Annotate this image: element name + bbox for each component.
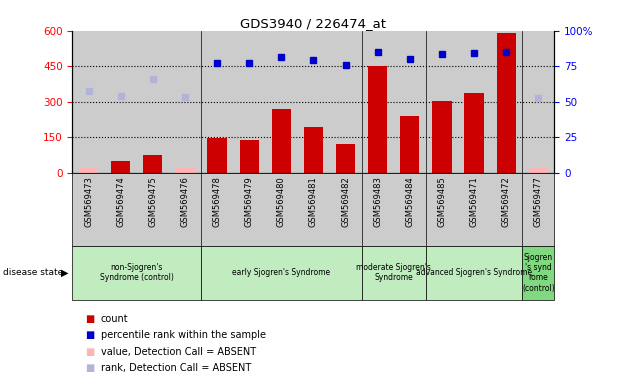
Text: GSM569480: GSM569480 xyxy=(277,177,286,227)
Text: value, Detection Call = ABSENT: value, Detection Call = ABSENT xyxy=(101,347,256,357)
Bar xyxy=(79,168,98,173)
FancyBboxPatch shape xyxy=(522,246,554,300)
Text: ■: ■ xyxy=(85,314,94,324)
Bar xyxy=(336,144,355,173)
Title: GDS3940 / 226474_at: GDS3940 / 226474_at xyxy=(241,17,386,30)
Text: GSM569479: GSM569479 xyxy=(244,177,254,227)
Text: advanced Sjogren's Syndrome: advanced Sjogren's Syndrome xyxy=(416,268,532,277)
Bar xyxy=(529,168,548,173)
Bar xyxy=(143,155,163,173)
Text: GSM569471: GSM569471 xyxy=(469,177,479,227)
Text: GSM569481: GSM569481 xyxy=(309,177,318,227)
Text: GSM569473: GSM569473 xyxy=(84,177,93,227)
Text: disease state: disease state xyxy=(3,268,64,277)
Text: early Sjogren's Syndrome: early Sjogren's Syndrome xyxy=(232,268,330,277)
Bar xyxy=(496,33,516,173)
Text: ▶: ▶ xyxy=(60,268,68,278)
Text: GSM569485: GSM569485 xyxy=(437,177,447,227)
Bar xyxy=(464,93,484,173)
Text: GSM569478: GSM569478 xyxy=(212,177,222,227)
FancyBboxPatch shape xyxy=(72,246,201,300)
Bar xyxy=(304,127,323,173)
FancyBboxPatch shape xyxy=(201,246,362,300)
Text: GSM569484: GSM569484 xyxy=(405,177,415,227)
Bar xyxy=(400,116,420,173)
Bar xyxy=(432,101,452,173)
Text: percentile rank within the sample: percentile rank within the sample xyxy=(101,330,266,340)
FancyBboxPatch shape xyxy=(426,246,522,300)
FancyBboxPatch shape xyxy=(72,173,554,246)
Bar xyxy=(368,66,387,173)
Text: GSM569482: GSM569482 xyxy=(341,177,350,227)
Text: moderate Sjogren's
Syndrome: moderate Sjogren's Syndrome xyxy=(357,263,431,282)
Text: non-Sjogren's
Syndrome (control): non-Sjogren's Syndrome (control) xyxy=(100,263,174,282)
Text: GSM569472: GSM569472 xyxy=(501,177,511,227)
Text: GSM569474: GSM569474 xyxy=(116,177,125,227)
FancyBboxPatch shape xyxy=(362,246,426,300)
Text: Sjogren
's synd
rome
(control): Sjogren 's synd rome (control) xyxy=(522,253,554,293)
Text: GSM569477: GSM569477 xyxy=(534,177,543,227)
Text: ■: ■ xyxy=(85,363,94,373)
Bar xyxy=(111,161,130,173)
Text: GSM569475: GSM569475 xyxy=(148,177,158,227)
Text: ■: ■ xyxy=(85,347,94,357)
Text: rank, Detection Call = ABSENT: rank, Detection Call = ABSENT xyxy=(101,363,251,373)
Bar xyxy=(239,140,259,173)
Text: count: count xyxy=(101,314,129,324)
Bar xyxy=(207,139,227,173)
Text: ■: ■ xyxy=(85,330,94,340)
Bar xyxy=(175,168,195,173)
Bar xyxy=(272,109,291,173)
Text: GSM569483: GSM569483 xyxy=(373,177,382,227)
Text: GSM569476: GSM569476 xyxy=(180,177,190,227)
